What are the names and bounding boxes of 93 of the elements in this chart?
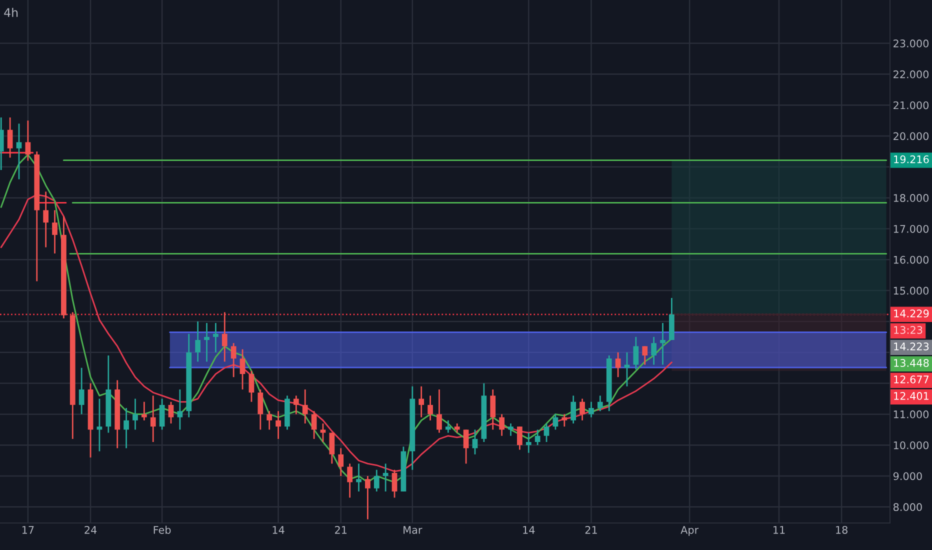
candlestick (552, 414, 558, 430)
candlestick (16, 122, 22, 180)
text: 13.448 (894, 359, 929, 367)
x-tick-label: 17 (22, 526, 34, 534)
candlestick (258, 388, 264, 430)
candlestick (230, 342, 236, 378)
text: 14.229 (894, 310, 929, 318)
candlestick (338, 448, 344, 477)
candlestick (660, 322, 666, 366)
candlestick (597, 394, 603, 412)
text: 12.401 (894, 392, 928, 400)
candlestick (276, 410, 281, 440)
x-tick-label: Mar (404, 526, 422, 534)
text: 13:23 (894, 326, 922, 334)
candlestick (562, 414, 568, 428)
candlestick (651, 336, 656, 366)
y-tick-label: 10.000 (894, 441, 929, 450)
candlestick (302, 388, 308, 424)
candlestick (78, 367, 84, 415)
candlestick (320, 422, 326, 443)
candlestick (472, 428, 478, 456)
candlestick (374, 469, 380, 492)
candlestick (365, 475, 370, 520)
y-tick-label: 23.000 (894, 40, 929, 48)
candlestick (150, 394, 156, 443)
candlestick (624, 352, 630, 388)
candlestick (580, 398, 585, 422)
candlestick (454, 422, 460, 434)
candlestick (168, 401, 174, 424)
candlestick (159, 398, 165, 430)
candlestick (508, 422, 514, 437)
y-tick-label: 18.000 (894, 194, 929, 202)
x-tick-label: 21 (335, 526, 347, 534)
candlestick (526, 432, 532, 454)
candlestick (248, 370, 254, 403)
x-tick-label: 11 (774, 526, 785, 534)
candlestick (463, 428, 469, 464)
text: 19.216 (894, 155, 929, 164)
candlestick (25, 120, 31, 162)
candlestick (642, 346, 648, 366)
y-tick-label: 15.000 (894, 286, 929, 295)
candlestick (124, 407, 129, 449)
x-tick-label: 24 (84, 526, 97, 534)
candlestick (43, 190, 49, 248)
candlestick (517, 426, 522, 450)
text: 4h (4, 8, 18, 17)
candlestick (544, 422, 550, 443)
candlestick (436, 388, 442, 434)
y-tick-label: 21.000 (894, 101, 929, 110)
x-tick-label: 14 (272, 526, 284, 534)
x-tick-label: 21 (585, 526, 597, 534)
candlestick (52, 209, 58, 254)
candlestick (7, 116, 13, 158)
x-tick-label: Apr (680, 526, 699, 536)
y-tick-label: 22.000 (894, 70, 929, 78)
x-tick-label: 18 (836, 526, 848, 534)
y-tick-label: 17.000 (894, 224, 929, 233)
candlestick (588, 401, 594, 418)
candlestick (392, 469, 398, 498)
candlestick (428, 394, 433, 422)
y-tick-label: 20.000 (894, 132, 929, 140)
y-tick-label: 11.000 (894, 410, 929, 418)
candlestick (534, 428, 540, 446)
y-tick-label: 8.000 (893, 503, 922, 512)
candlestick (329, 432, 335, 464)
candlestick (382, 462, 388, 492)
candlestick (213, 322, 218, 354)
candlestick (633, 336, 639, 370)
candlestick (141, 401, 147, 422)
candlestick (445, 420, 451, 434)
candlestick (418, 386, 424, 418)
candlestick (204, 322, 210, 362)
candlestick (347, 462, 352, 498)
candlestick (222, 312, 228, 362)
candlestick (499, 414, 504, 437)
candlestick (615, 352, 621, 378)
candlestick (490, 388, 496, 430)
x-tick-label: 14 (523, 526, 535, 534)
candlestick (177, 388, 183, 430)
x-tick-label: Feb (154, 526, 171, 534)
candlestick (195, 320, 200, 362)
candlestick (240, 348, 246, 390)
candlestick (96, 398, 102, 452)
text: 14.223 (894, 342, 929, 350)
candlestick (132, 398, 138, 430)
y-tick-label: 16.000 (894, 256, 929, 264)
text: 12.677 (894, 376, 929, 384)
candlestick (311, 410, 317, 440)
candlestick (570, 394, 576, 424)
y-tick-label: 9.000 (893, 472, 922, 480)
candlestick (356, 462, 362, 492)
candlestick (266, 410, 272, 430)
candlestick (293, 394, 299, 415)
